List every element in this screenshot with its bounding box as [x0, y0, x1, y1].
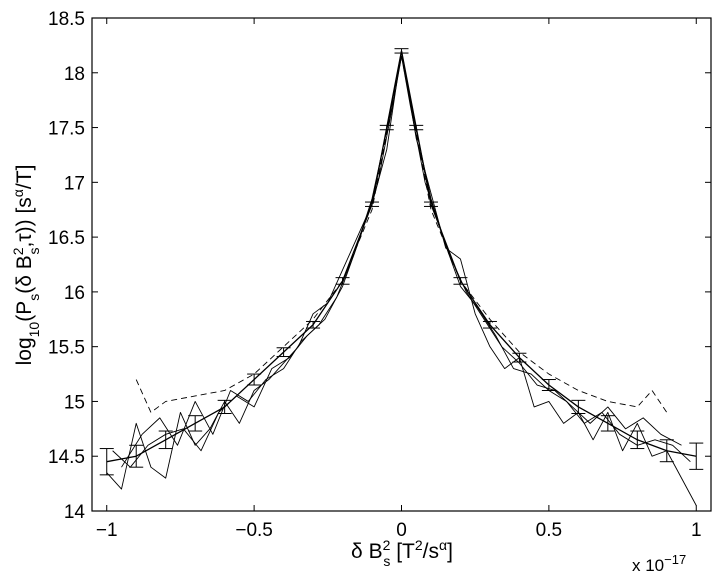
x-scale-label: x 10−17 [632, 552, 686, 575]
error-bar [99, 448, 114, 476]
error-bar [188, 415, 203, 432]
error-bar [247, 373, 262, 386]
error-bar [423, 201, 438, 207]
plot-background [92, 18, 711, 511]
y-tick-label: 14 [64, 502, 86, 523]
series-4 [135, 55, 668, 413]
plot-area [92, 18, 711, 511]
x-axis-label: δ B2 s [T2/sα] [351, 537, 453, 569]
axes-layer: −1 −0.5 0 0.5 1 14 14.5 15 15.5 16 16.5 17 17.5 18 18.… [48, 9, 712, 541]
data-layer [99, 48, 704, 506]
series-line-4 [135, 55, 668, 413]
series-5 [121, 50, 682, 468]
x-tick-label: 0.5 [536, 520, 562, 541]
error-bar [306, 320, 321, 329]
y-tick-label: 17 [64, 173, 85, 194]
y-tick-label: 14.5 [48, 447, 85, 468]
x-tick-label: −1 [96, 520, 118, 541]
y-tick-label: 17.5 [48, 119, 85, 140]
y-tick-label: 18 [64, 64, 85, 85]
y-tick-label: 15.5 [48, 338, 85, 359]
y-tick-label: 18.5 [48, 9, 85, 30]
error-bar [571, 399, 586, 414]
x-tick-label: 1 [691, 520, 702, 541]
x-tick-label: 0 [396, 520, 407, 541]
y-tick-label: 15 [64, 392, 85, 413]
y-axis-label: log10(Ps(δ B2s,τ)) [sα/T] [10, 165, 42, 366]
error-bar [276, 347, 291, 358]
x-tick-label: −0.5 [235, 520, 273, 541]
error-bar [689, 442, 704, 470]
error-bar [600, 415, 615, 432]
y-tick-label: 16.5 [48, 228, 85, 249]
series-line-5 [121, 50, 682, 468]
y-tick-label: 16 [64, 283, 85, 304]
